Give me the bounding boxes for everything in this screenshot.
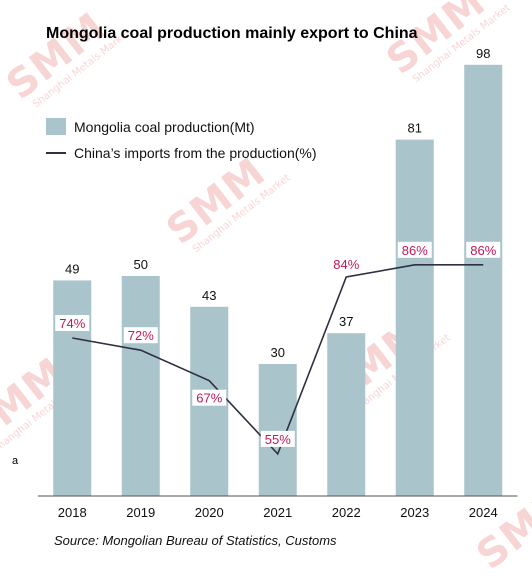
bar [121,276,160,496]
x-tick-label: 2022 [332,505,361,520]
x-tick-label: 2024 [469,505,498,520]
stray-text: a [12,455,19,467]
line-label-background [55,315,90,331]
x-tick-label: 2021 [263,505,292,520]
bar-value-label: 37 [339,314,353,329]
line-label-background [123,327,158,344]
line-value-label: 55% [265,432,291,447]
legend-label: China’s imports from the production(%) [74,145,317,161]
x-tick-label: 2023 [400,505,429,520]
legend-swatch-bar [46,118,66,135]
bar [258,364,297,496]
line-value-label: 86% [402,243,428,258]
line-value-label: 74% [59,316,85,331]
bar-value-label: 81 [408,121,422,136]
bar [327,333,366,496]
bar [395,139,434,496]
legend-label: Mongolia coal production(Mt) [74,119,255,135]
chart: 49 2018 50 2019 43 2020 30 2021 37 2022 81 2023 98 20… [38,46,518,520]
bar-value-label: 50 [134,257,148,272]
line-value-label: 67% [196,391,222,406]
x-tick-label: 2020 [195,505,224,520]
line-value-label: 72% [128,328,154,343]
line-value-label: 86% [470,243,496,258]
line-label-background [466,241,501,258]
line-label-background [397,241,432,258]
bar-value-label: 98 [476,46,490,61]
x-tick-label: 2018 [58,505,87,520]
line-label-background [329,256,364,272]
line-label-background [192,389,227,406]
bar-value-label: 30 [271,345,285,360]
bar-value-label: 43 [202,288,216,303]
line-label-background [260,430,295,447]
bar-value-label: 49 [65,261,79,276]
source-note: Source: Mongolian Bureau of Statistics, … [54,533,337,548]
line-value-label: 84% [333,257,359,272]
chart-title: Mongolia coal production mainly export t… [46,25,418,42]
series-line [72,263,484,456]
bar [53,280,92,496]
x-tick-label: 2019 [126,505,155,520]
bar [464,64,503,497]
